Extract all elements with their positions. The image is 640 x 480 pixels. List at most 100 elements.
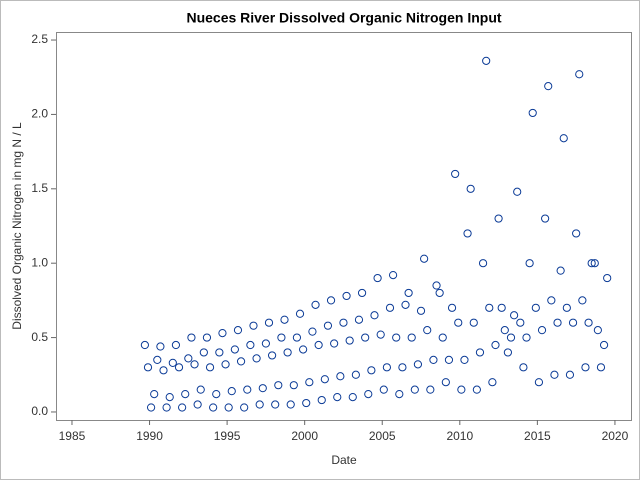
data-point [388,270,398,280]
data-point [547,296,556,305]
data-point [274,381,283,390]
y-tick-label: 1.0 [31,255,48,269]
data-point [385,303,395,312]
data-point [286,400,295,409]
x-axis-label: Date [331,453,357,467]
data-point [302,398,311,408]
y-tick-label: 1.5 [31,181,48,195]
data-point [423,326,432,335]
data-point [572,229,581,238]
data-point [578,296,587,305]
data-point [475,348,485,357]
data-point [361,333,370,342]
data-point [165,392,174,402]
data-point [513,187,522,196]
data-point [289,381,298,390]
data-point [153,355,162,364]
data-point [435,288,444,298]
data-point [156,342,165,351]
data-point [451,169,460,179]
data-point [205,363,215,372]
data-point [299,345,308,354]
data-point [336,372,345,381]
data-point [308,327,317,336]
data-point [506,333,516,342]
x-tick-label: 2015 [524,429,551,443]
data-point [277,333,286,342]
data-point [193,400,202,409]
data-point [295,309,305,318]
data-point [603,273,612,283]
x-tick-label: 2005 [369,429,396,443]
data-point [392,333,401,342]
x-tick-label: 2020 [602,429,629,443]
data-point [519,363,528,372]
data-point [261,339,270,348]
data-point [550,370,559,379]
data-point [320,375,329,384]
data-point [171,340,181,350]
data-point [305,378,314,387]
data-point [323,321,333,330]
data-point [460,355,469,364]
data-point [581,363,590,372]
data-point [544,82,553,91]
data-point [410,385,419,394]
data-point [376,330,385,339]
data-point [243,385,252,394]
data-point [398,363,407,372]
data-point [444,355,454,364]
data-point [292,333,302,342]
data-point [556,266,565,275]
data-point [227,387,236,396]
data-point [196,385,205,394]
data-point [553,318,562,327]
data-point [413,360,423,369]
data-point [457,385,466,394]
data-point [454,318,463,327]
y-tick-label: 2.5 [31,32,48,46]
data-point [537,326,547,335]
data-point [565,370,575,379]
data-point [503,348,512,357]
data-point [497,303,506,312]
data-point [209,403,218,412]
data-point [221,360,230,369]
data-point [326,296,336,305]
data-point [500,326,509,335]
data-point [162,403,171,412]
data-point [575,70,584,79]
data-point [258,384,267,393]
data-point [351,370,360,379]
data-point [246,340,255,350]
data-point [174,363,184,372]
data-point [364,390,373,399]
data-point [426,385,435,394]
data-point [395,390,404,399]
data-point [373,273,382,283]
data-point [339,318,348,327]
data-point [345,336,354,345]
x-tick-label: 2010 [446,429,473,443]
data-point [252,354,261,363]
data-point [488,378,497,387]
data-point [463,229,472,238]
y-axis-label: Dissolved Organic Nitrogen in mg N / L [10,122,24,330]
data-point [212,390,221,399]
data-point [429,355,438,364]
data-point [510,311,519,320]
data-point [271,400,280,409]
data-point [534,378,544,387]
data-point [593,326,602,335]
data-point [143,363,153,372]
plot-frame [56,32,632,421]
data-point [236,357,246,366]
data-point [224,403,233,412]
data-point [590,259,599,268]
data-point [404,288,413,298]
data-point [333,392,342,402]
data-point [354,315,364,324]
data-point [240,403,249,412]
data-point [491,340,500,350]
